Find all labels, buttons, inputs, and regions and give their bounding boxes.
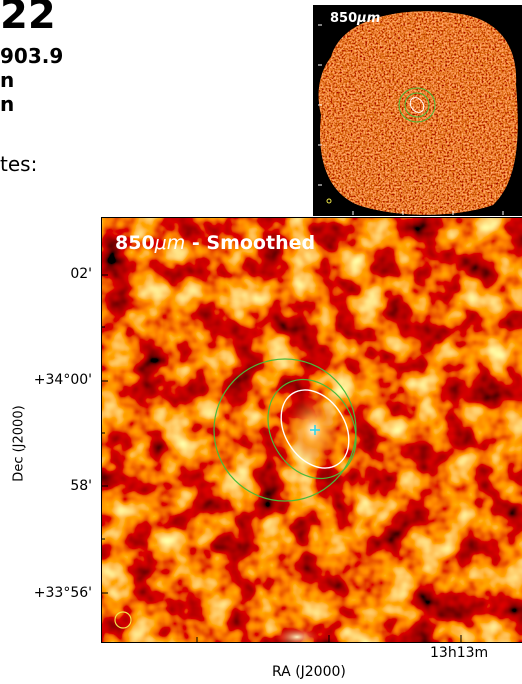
inset-contour-outer [398,87,436,123]
main-position-marker [310,425,320,435]
header-line-3: n [0,92,15,116]
header-line-4: tes: [0,152,38,176]
main-contour-inner [267,378,357,480]
x-tick-label: 13h13m [430,645,489,661]
inset-contour-inner [404,92,430,118]
header-line-2: n [0,68,15,92]
main-contour-white [280,389,350,469]
y-tick-label: +33°56' [33,585,92,601]
inset-map-image [313,5,522,216]
inset-map-label: 850μm [330,11,381,26]
header-line-1: 903.9 [0,44,64,68]
header-title-fragment: 22 [0,0,56,38]
y-tick-label: 58' [70,478,92,494]
y-axis-label: Dec (J2000) [11,405,27,482]
inset-contour-white [409,97,425,113]
y-tick-label: 02' [70,266,92,282]
y-tick-label: +34°00' [33,372,92,388]
main-contour-outer [213,358,357,502]
inset-850um-map [313,5,522,216]
main-map-frame [101,217,522,643]
x-axis-label: RA (J2000) [272,664,346,680]
main-map-image [101,217,522,642]
main-smoothed-map [101,217,522,642]
main-beam-marker [114,611,132,629]
main-bottom-glow [275,627,319,642]
inset-beam-marker [326,198,332,204]
main-map-label: 850μm - Smoothed [115,232,316,254]
